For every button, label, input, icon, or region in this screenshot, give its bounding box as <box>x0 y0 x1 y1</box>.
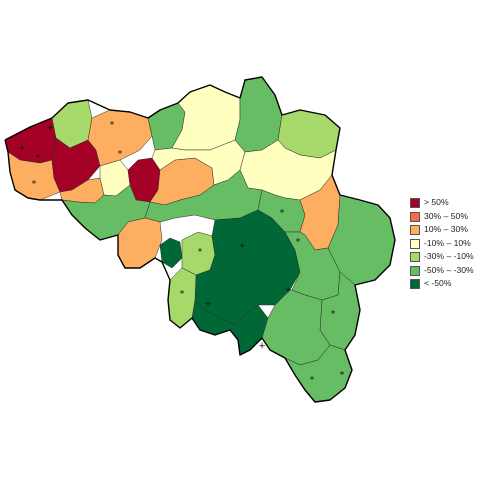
legend-label: < -50% <box>424 278 452 288</box>
legend-label: -10% – 10% <box>424 237 471 248</box>
marker-plus: + <box>204 300 212 310</box>
legend-swatch <box>410 211 420 222</box>
legend-row: < -50% <box>410 278 480 293</box>
legend-row: -30% – -10% <box>410 251 480 266</box>
legend-row: -50% – -30% <box>410 264 480 280</box>
legend-row: 30% – 50% <box>410 210 480 226</box>
marker-asterisk: * <box>310 376 315 386</box>
legend-swatch <box>410 265 420 276</box>
legend-label: -50% – -30% <box>424 264 474 275</box>
marker-plus: + <box>18 144 26 154</box>
legend-swatch <box>410 252 420 262</box>
legend-label: 10% – 30% <box>424 224 468 234</box>
legend-swatch <box>410 238 420 249</box>
marker-asterisk: * <box>180 290 185 300</box>
legend-label: > 50% <box>424 197 449 207</box>
legend-swatch <box>410 279 420 289</box>
legend-label: 30% – 50% <box>424 210 468 221</box>
significance-markers: + + * * * * * * * + * + + * + * * <box>18 121 345 386</box>
legend-swatch <box>410 198 420 208</box>
marker-asterisk: * <box>280 209 285 219</box>
marker-asterisk: * <box>198 248 203 258</box>
marker-plus: + <box>284 286 292 296</box>
marker-asterisk: * <box>110 121 115 131</box>
marker-plus: + <box>258 342 266 352</box>
legend-swatch <box>410 225 420 235</box>
marker-plus: + <box>46 124 54 134</box>
marker-asterisk: * <box>296 238 301 248</box>
map-legend: > 50% 30% – 50% 10% – 30% -10% – 10% -30… <box>410 197 480 293</box>
legend-row: -10% – 10% <box>410 237 480 253</box>
marker-asterisk: * <box>340 371 345 381</box>
country-border <box>4 76 396 403</box>
marker-asterisk: * <box>36 154 41 164</box>
legend-row: 10% – 30% <box>410 224 480 239</box>
marker-asterisk: * <box>118 150 123 160</box>
marker-asterisk: * <box>331 310 336 320</box>
legend-row: > 50% <box>410 197 480 212</box>
marker-asterisk: * <box>32 180 37 190</box>
legend-label: -30% – -10% <box>424 251 474 261</box>
marker-plus: + <box>238 242 246 252</box>
